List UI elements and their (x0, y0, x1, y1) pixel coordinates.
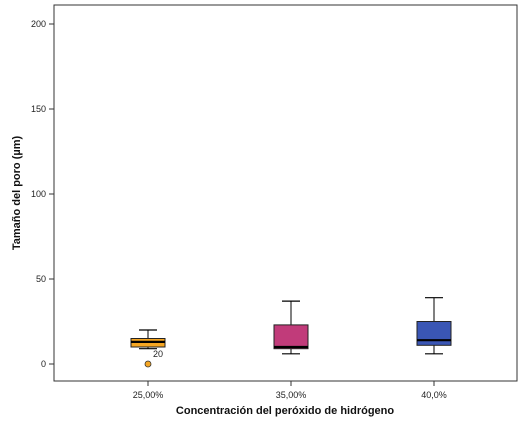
x-tick-label: 35,00% (276, 390, 307, 400)
iqr-box (273, 324, 309, 350)
y-tick-label: 200 (31, 19, 46, 29)
y-tick-label: 0 (41, 359, 46, 369)
x-axis-title: Concentración del peróxido de hidrógeno (176, 405, 394, 417)
box-3 (416, 297, 452, 355)
x-tick-label: 40,0% (421, 390, 447, 400)
box-2 (273, 300, 309, 355)
boxes: 20 (130, 297, 452, 368)
outlier-point (144, 360, 152, 368)
outlier-label: 20 (153, 349, 163, 359)
x-tick-label: 25,00% (133, 390, 164, 400)
y-tick-label: 150 (31, 104, 46, 114)
iqr-box (416, 321, 452, 346)
y-tick-label: 50 (36, 274, 46, 284)
y-tick-label: 100 (31, 189, 46, 199)
box-1: 20 (130, 329, 166, 368)
x-axis: 25,00% 35,00% 40,0% (133, 381, 447, 400)
plot-frame (53, 4, 518, 382)
y-axis: 0 50 100 150 200 (31, 19, 54, 369)
y-axis-title: Tamaño del poro (µm) (11, 136, 23, 251)
